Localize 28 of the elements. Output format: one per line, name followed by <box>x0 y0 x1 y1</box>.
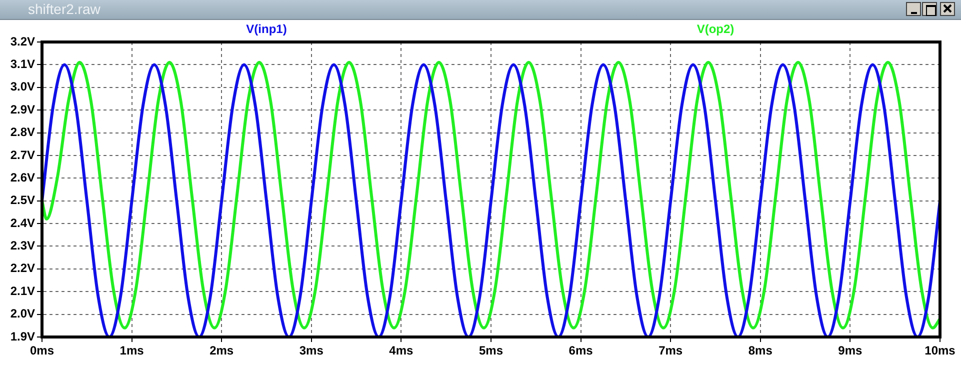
x-tick-label: 4ms <box>389 344 414 358</box>
x-tick-label: 10ms <box>924 344 956 358</box>
y-tick-label: 1.9V <box>10 329 35 344</box>
y-tick-label: 2.3V <box>10 238 35 253</box>
y-tick-label: 2.2V <box>10 261 35 276</box>
x-tick-label: 0ms <box>30 344 54 358</box>
y-tick-label: 2.0V <box>10 306 35 321</box>
x-tick-label: 6ms <box>568 344 594 358</box>
chart-title: shifter2.raw <box>28 1 100 17</box>
y-tick-label: 2.4V <box>10 216 35 230</box>
y-tick-label: 2.6V <box>10 170 35 184</box>
y-tick-label: 2.5V <box>10 193 35 208</box>
x-tick-label: 9ms <box>838 344 863 358</box>
x-tick-label: 3ms <box>299 344 324 358</box>
x-tick-label: 5ms <box>478 344 504 358</box>
x-tick-label: 2ms <box>210 344 234 358</box>
y-tick-label: 2.1V <box>10 284 35 298</box>
text: V(inp1) <box>246 22 287 36</box>
y-tick-label: 2.8V <box>10 125 35 140</box>
y-tick-label: 3.2V <box>10 34 35 48</box>
x-tick-label: 1ms <box>120 344 144 358</box>
y-tick-label: 3.1V <box>10 57 35 72</box>
y-tick-label: 2.7V <box>10 148 35 162</box>
x-tick-label: 8ms <box>748 344 773 358</box>
y-tick-label: 2.9V <box>10 102 35 116</box>
y-tick-label: 3.0V <box>10 80 35 94</box>
text: V(op2) <box>696 22 734 36</box>
x-tick-label: 7ms <box>658 344 683 358</box>
